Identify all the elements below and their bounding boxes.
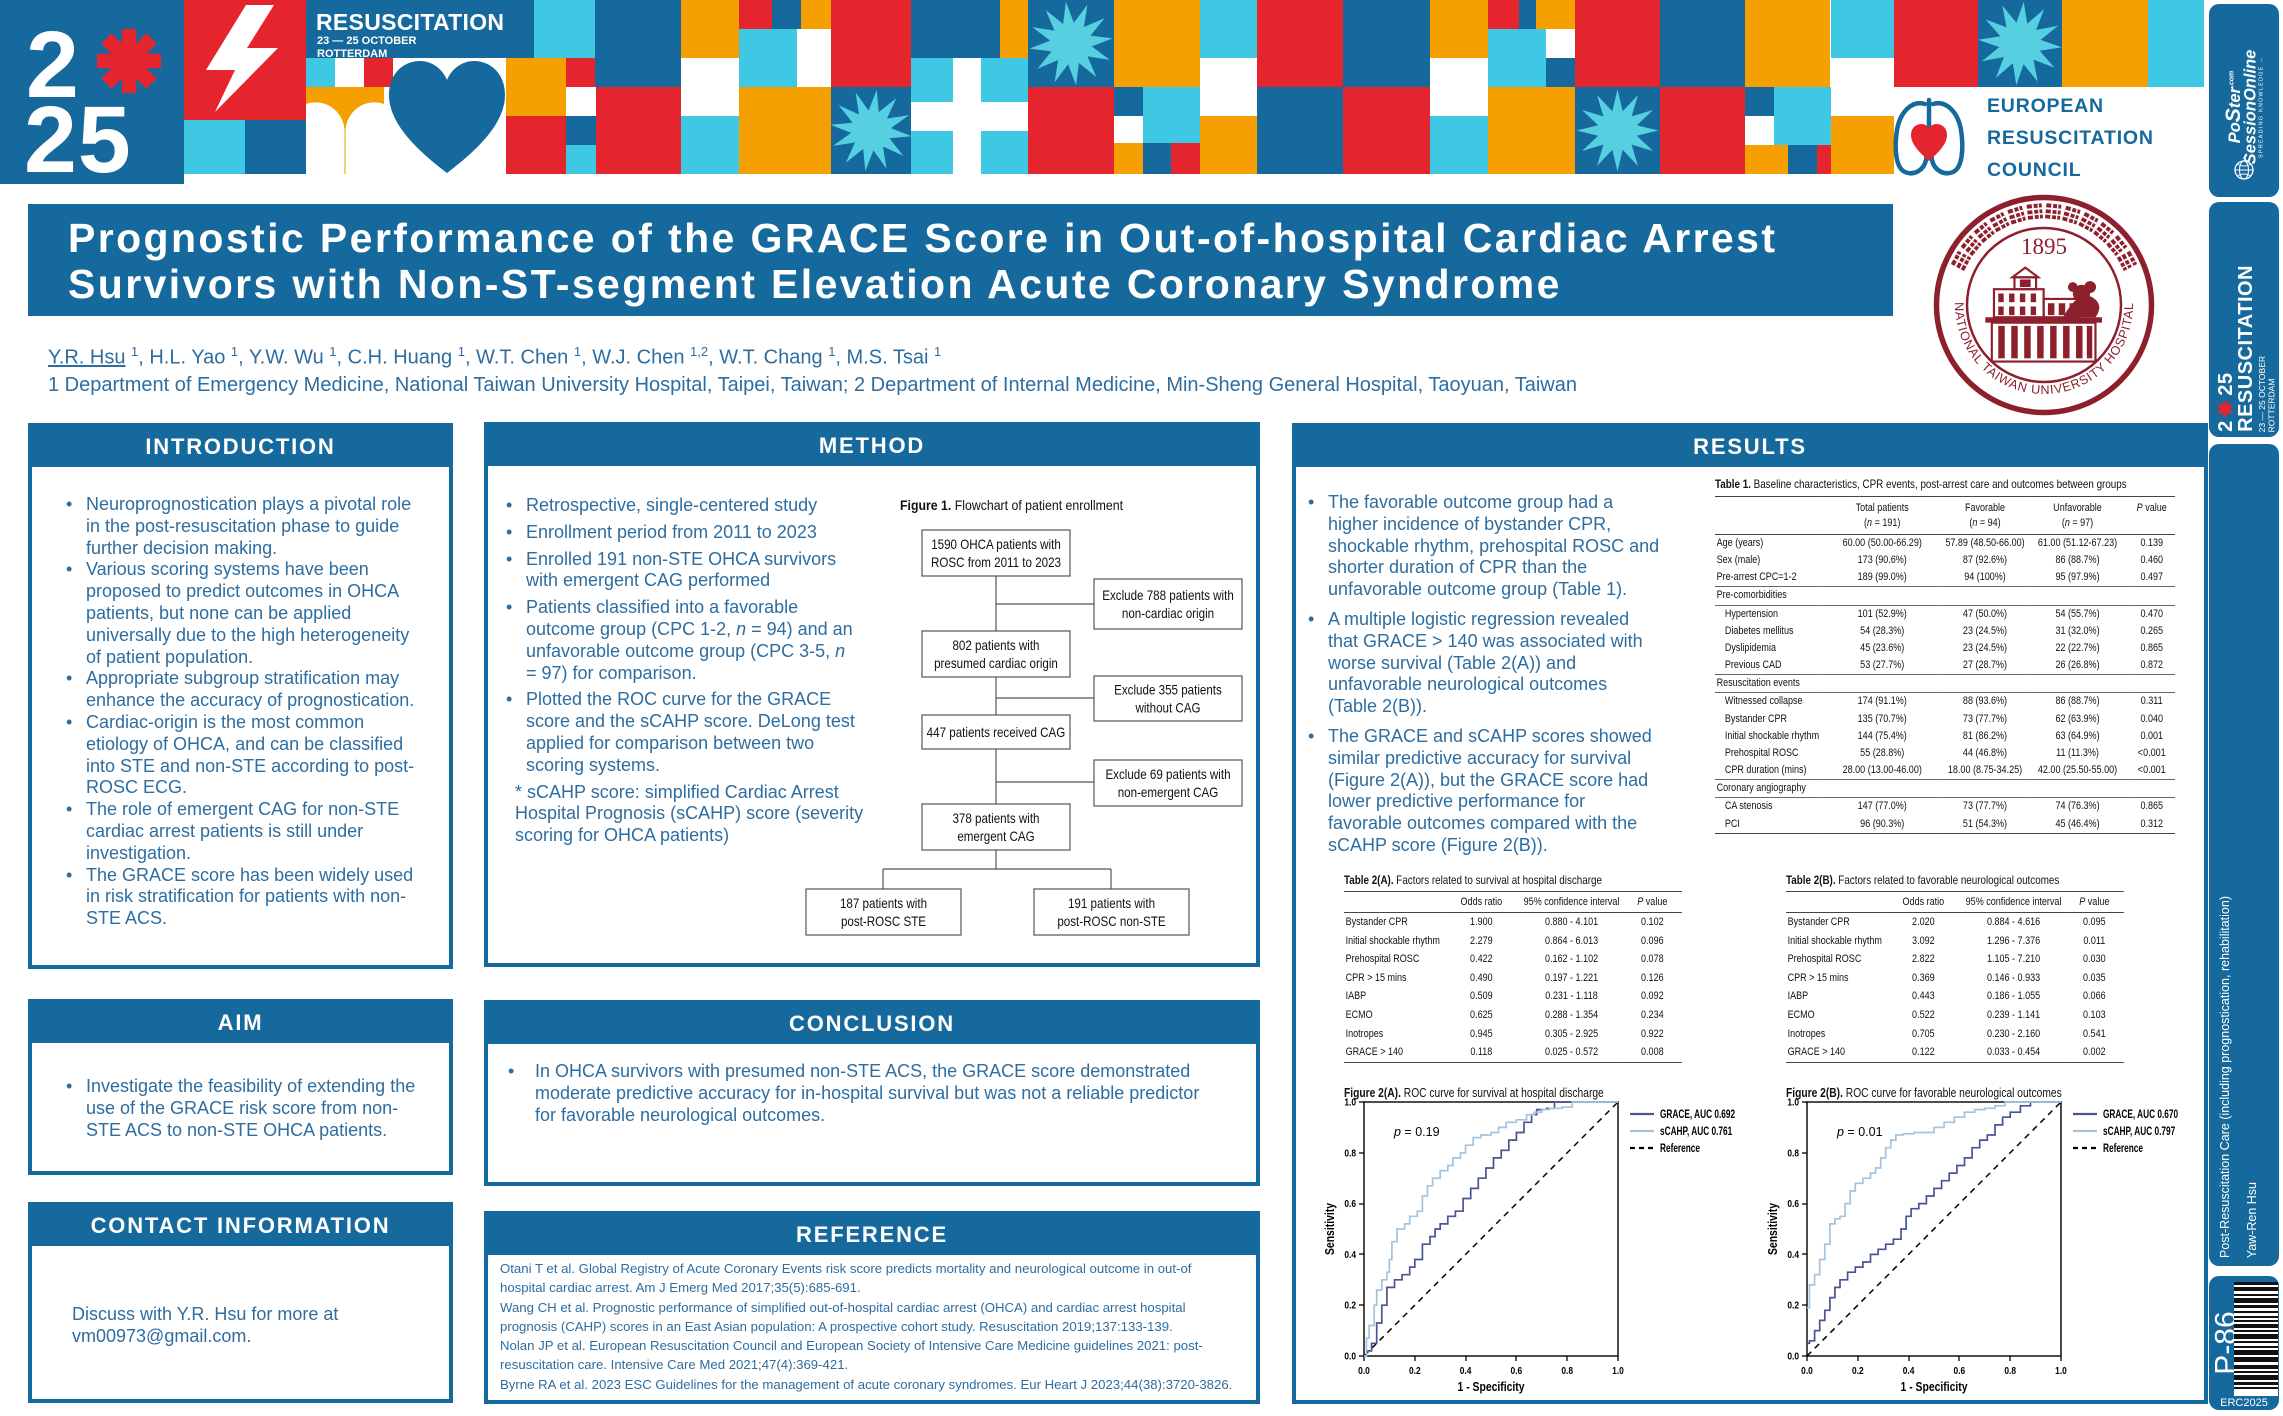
svg-text:0.0: 0.0 [1787, 1351, 1799, 1363]
svg-text:378 patients with: 378 patients with [952, 811, 1039, 826]
svg-text:1 - Specificity: 1 - Specificity [1901, 1380, 1968, 1394]
svg-text:2: 2 [26, 12, 79, 118]
svg-text:1.0: 1.0 [1787, 1097, 1799, 1109]
svg-text:p = 0.19: p = 0.19 [1393, 1125, 1440, 1139]
svg-text:Exclude 788 patients with: Exclude 788 patients with [1102, 588, 1234, 603]
svg-text:EUROPEAN: EUROPEAN [1987, 95, 2104, 117]
svg-text:without CAG: without CAG [1135, 701, 1201, 716]
svg-text:sCAHP, AUC 0.761: sCAHP, AUC 0.761 [1660, 1126, 1733, 1139]
svg-text:0.4: 0.4 [1903, 1365, 1915, 1377]
svg-text:0.0: 0.0 [1801, 1365, 1813, 1377]
svg-text:RESUSCITATION: RESUSCITATION [1987, 127, 2154, 149]
svg-text:0.0: 0.0 [1358, 1365, 1370, 1377]
svg-text:Reference: Reference [2103, 1143, 2143, 1156]
svg-text:25: 25 [24, 87, 132, 190]
svg-text:0.2: 0.2 [1344, 1300, 1356, 1312]
svg-text:RESUSCITATION: RESUSCITATION [316, 9, 504, 35]
svg-text:0.8: 0.8 [2004, 1365, 2016, 1377]
svg-text:non-emergent CAG: non-emergent CAG [1118, 785, 1219, 800]
svg-text:23 — 25 OCTOBER: 23 — 25 OCTOBER [317, 35, 416, 47]
svg-text:187 patients with: 187 patients with [840, 896, 927, 911]
svg-text:447 patients received CAG: 447 patients received CAG [927, 725, 1066, 740]
svg-text:0.6: 0.6 [1787, 1198, 1799, 1210]
svg-text:0.0: 0.0 [1344, 1351, 1356, 1363]
svg-text:non-cardiac origin: non-cardiac origin [1122, 606, 1214, 621]
svg-text:1 - Specificity: 1 - Specificity [1458, 1380, 1525, 1394]
svg-text:p = 0.01: p = 0.01 [1836, 1125, 1883, 1139]
svg-text:ROSC from 2011 to 2023: ROSC from 2011 to 2023 [931, 555, 1061, 570]
svg-text:0.6: 0.6 [1511, 1365, 1523, 1377]
svg-text:802 patients with: 802 patients with [952, 638, 1039, 653]
svg-text:COUNCIL: COUNCIL [1987, 159, 2081, 181]
svg-text:0.8: 0.8 [1344, 1147, 1356, 1159]
svg-text:GRACE, AUC 0.670: GRACE, AUC 0.670 [2103, 1109, 2178, 1122]
svg-text:presumed cardiac origin: presumed cardiac origin [934, 656, 1058, 671]
svg-text:ROTTERDAM: ROTTERDAM [317, 48, 387, 60]
svg-text:post-ROSC non-STE: post-ROSC non-STE [1057, 914, 1165, 929]
svg-text:GRACE, AUC 0.692: GRACE, AUC 0.692 [1660, 1109, 1735, 1122]
svg-text:0.4: 0.4 [1787, 1249, 1799, 1261]
svg-text:1590 OHCA patients with: 1590 OHCA patients with [931, 537, 1061, 552]
svg-text:0.2: 0.2 [1852, 1365, 1864, 1377]
svg-text:0.4: 0.4 [1344, 1249, 1356, 1261]
svg-text:1895: 1895 [2021, 234, 2067, 259]
svg-text:191 patients with: 191 patients with [1068, 896, 1155, 911]
svg-text:1.0: 1.0 [1344, 1097, 1356, 1109]
svg-text:0.8: 0.8 [1561, 1365, 1573, 1377]
svg-text:1.0: 1.0 [1612, 1365, 1624, 1377]
svg-text:Exclude 355 patients: Exclude 355 patients [1114, 683, 1222, 698]
svg-text:emergent CAG: emergent CAG [957, 829, 1034, 844]
svg-text:0.8: 0.8 [1787, 1147, 1799, 1159]
svg-text:0.2: 0.2 [1787, 1300, 1799, 1312]
svg-text:Sensitivity: Sensitivity [1766, 1203, 1780, 1255]
svg-text:0.4: 0.4 [1460, 1365, 1472, 1377]
svg-text:0.6: 0.6 [1954, 1365, 1966, 1377]
svg-text:sCAHP, AUC 0.797: sCAHP, AUC 0.797 [2103, 1126, 2176, 1139]
svg-text:Reference: Reference [1660, 1143, 1700, 1156]
svg-text:Figure 1. Flowchart of patient: Figure 1. Flowchart of patient enrollmen… [900, 497, 1123, 513]
svg-text:Sensitivity: Sensitivity [1323, 1203, 1337, 1255]
svg-text:Exclude 69 patients with: Exclude 69 patients with [1105, 767, 1230, 782]
svg-text:0.6: 0.6 [1344, 1198, 1356, 1210]
svg-text:1.0: 1.0 [2055, 1365, 2067, 1377]
svg-text:0.2: 0.2 [1409, 1365, 1421, 1377]
svg-text:post-ROSC STE: post-ROSC STE [841, 914, 926, 929]
